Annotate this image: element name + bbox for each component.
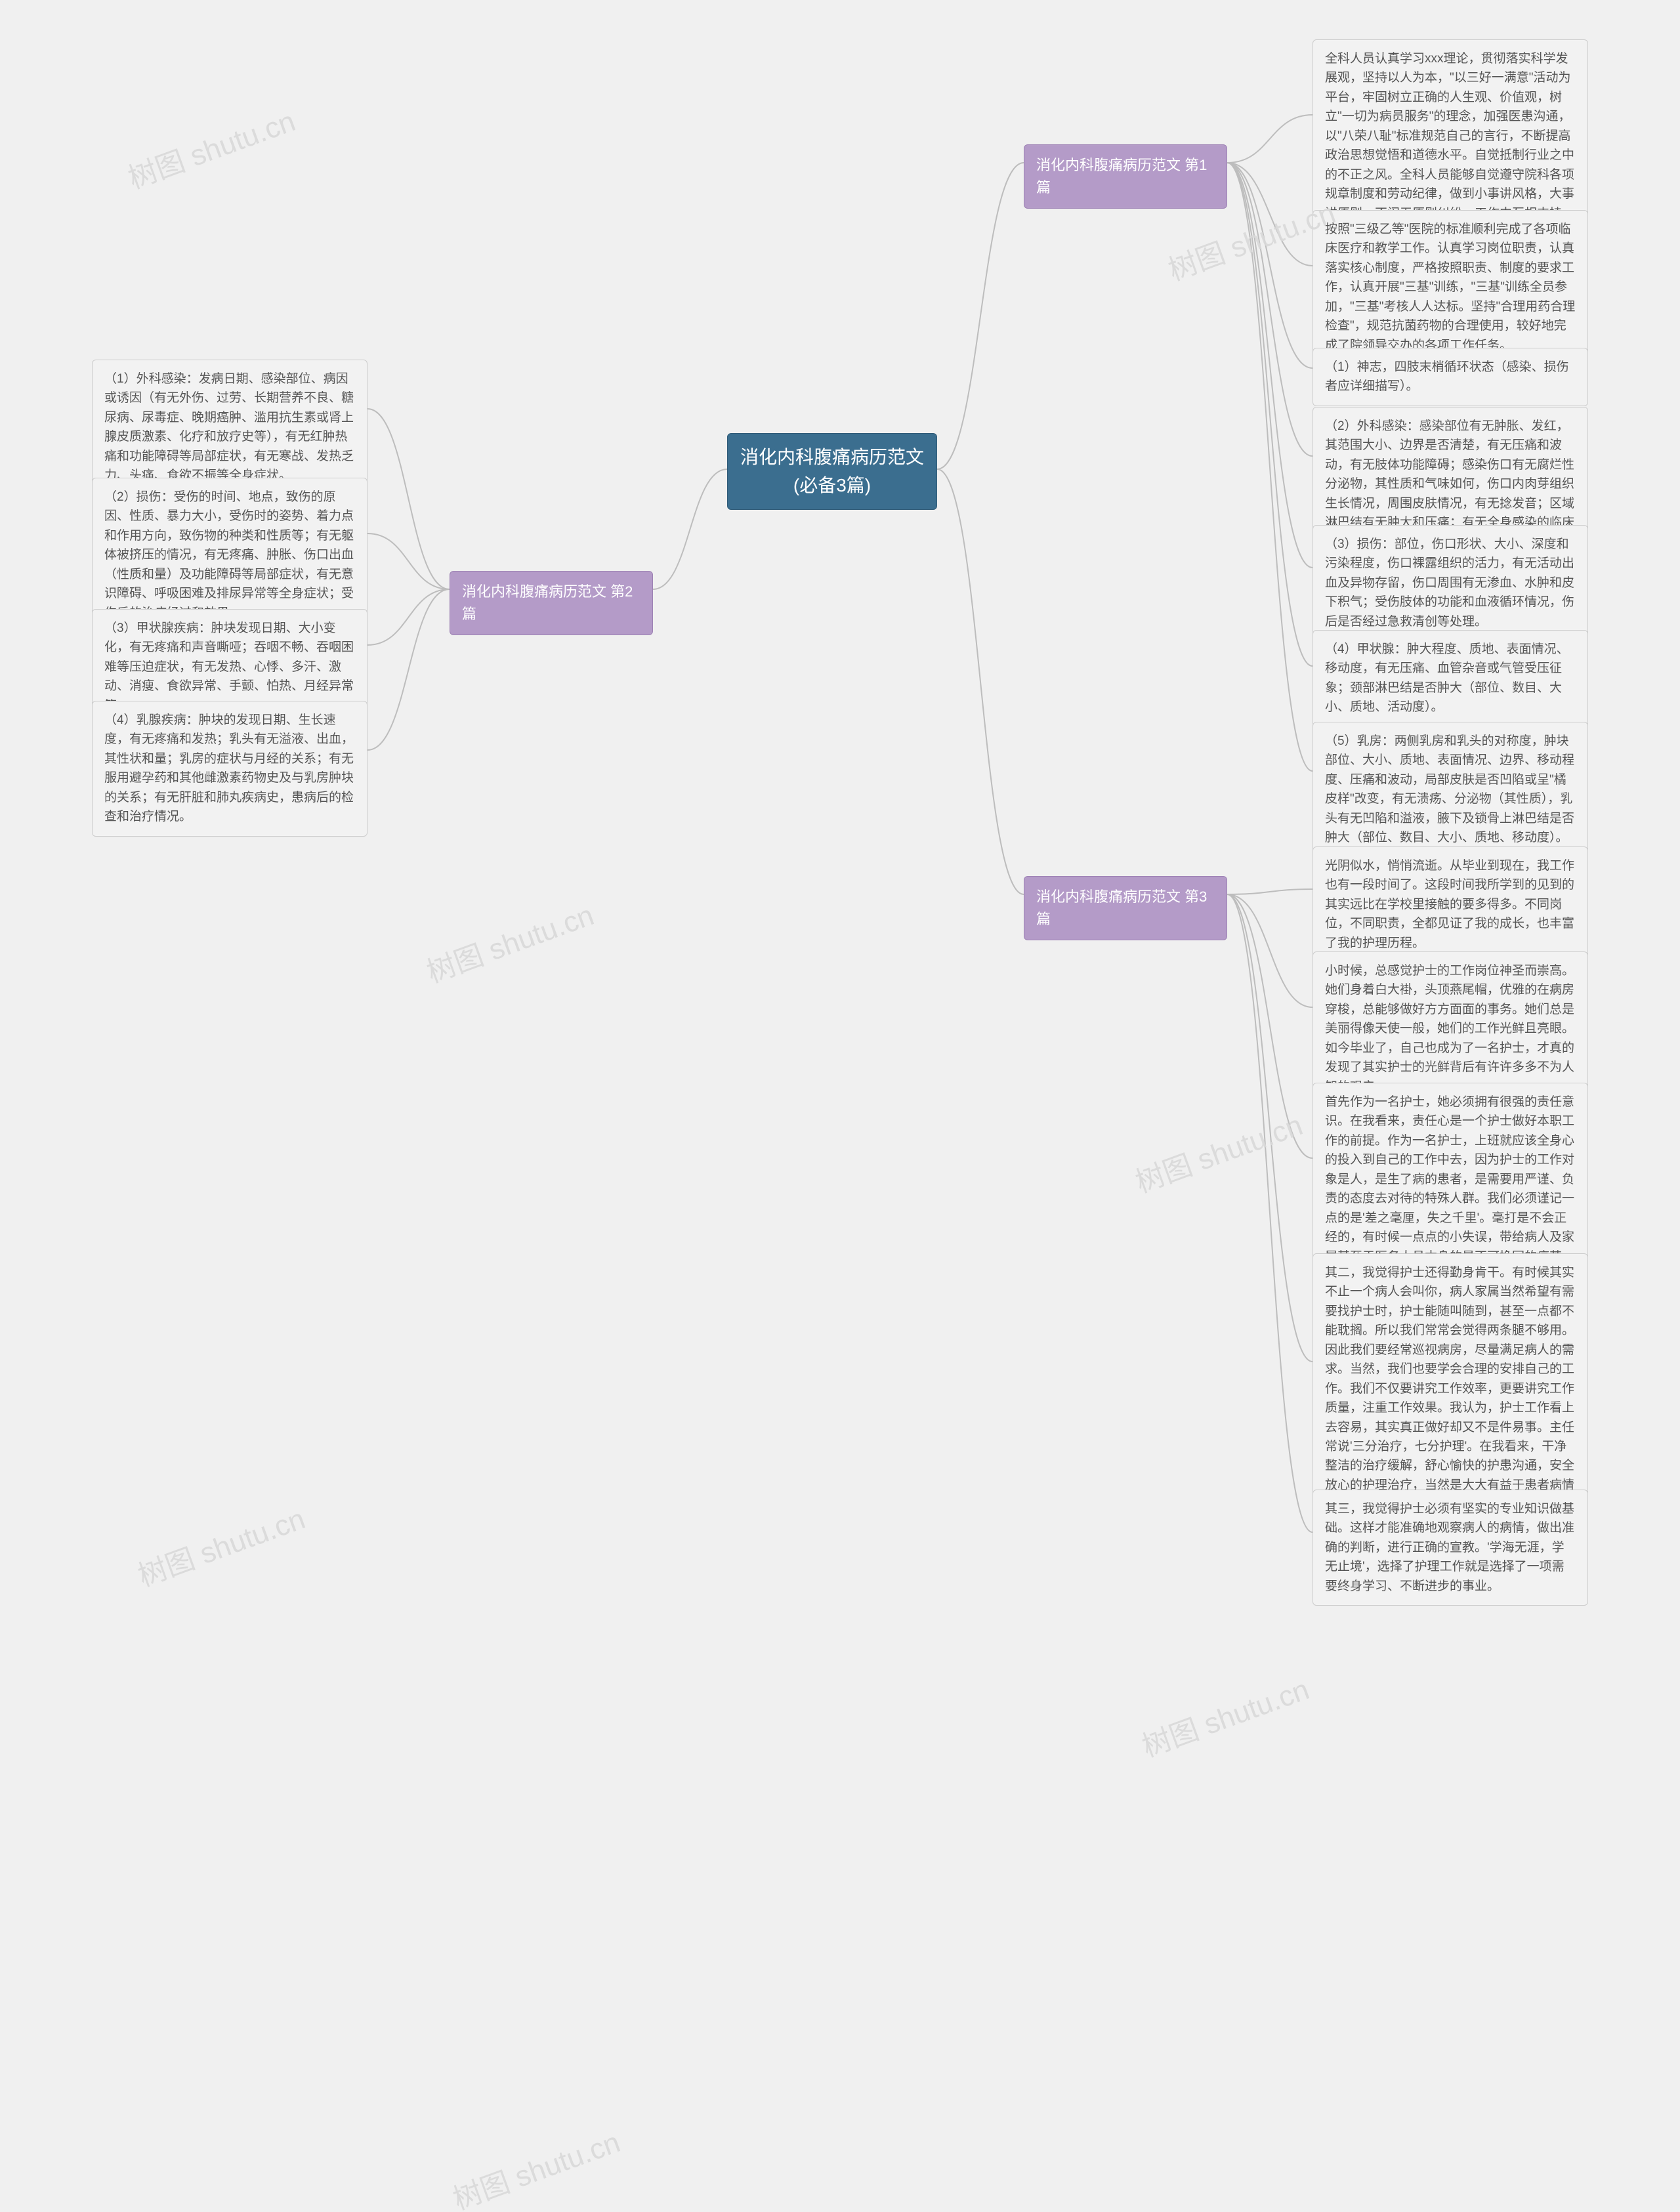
b3: 消化内科腹痛病历范文 第3篇 bbox=[1024, 876, 1227, 940]
b2: 消化内科腹痛病历范文 第2篇 bbox=[450, 571, 653, 635]
b1l6: （4）甲状腺：肿大程度、质地、表面情况、移动度，有无压痛、血管杂音或气管受压征象… bbox=[1312, 630, 1588, 727]
watermark-0: 树图 shutu.cn bbox=[121, 98, 300, 197]
watermark-2: 树图 shutu.cn bbox=[420, 892, 598, 991]
watermark-3: 树图 shutu.cn bbox=[1129, 1102, 1307, 1201]
b1: 消化内科腹痛病历范文 第1篇 bbox=[1024, 144, 1227, 209]
b2l4: （4）乳腺疾病：肿块的发现日期、生长速度，有无疼痛和发热；乳头有无溢液、出血，其… bbox=[92, 701, 368, 837]
b1l5: （3）损伤：部位，伤口形状、大小、深度和污染程度，伤口裸露组织的活力，有无活动出… bbox=[1312, 525, 1588, 641]
b3l3: 首先作为一名护士，她必须拥有很强的责任意识。在我看来，责任心是一个护士做好本职工… bbox=[1312, 1083, 1588, 1276]
watermark-5: 树图 shutu.cn bbox=[1135, 1666, 1314, 1765]
b1l7: （5）乳房：两侧乳房和乳头的对称度，肿块部位、大小、质地、表面情况、边界、移动程… bbox=[1312, 722, 1588, 858]
b3l5: 其三，我觉得护士必须有坚实的专业知识做基础。这样才能准确地观察病人的病情，做出准… bbox=[1312, 1490, 1588, 1606]
b1l3: （1）神志，四肢末梢循环状态（感染、损伤者应详细描写）。 bbox=[1312, 348, 1588, 406]
mindmap-canvas: 消化内科腹痛病历范文(必备3篇)消化内科腹痛病历范文 第1篇全科人员认真学习xx… bbox=[0, 0, 1680, 2212]
watermark-6: 树图 shutu.cn bbox=[446, 2119, 625, 2212]
b3l1: 光阴似水，悄悄流逝。从毕业到现在，我工作也有一段时间了。这段时间我所学到的见到的… bbox=[1312, 846, 1588, 963]
watermark-4: 树图 shutu.cn bbox=[131, 1495, 310, 1595]
b2l1: （1）外科感染：发病日期、感染部位、病因或诱因（有无外伤、过劳、长期营养不良、糖… bbox=[92, 360, 368, 495]
root-node: 消化内科腹痛病历范文(必备3篇) bbox=[727, 433, 937, 510]
b1l2: 按照"三级乙等"医院的标准顺利完成了各项临床医疗和教学工作。认真学习岗位职责，认… bbox=[1312, 210, 1588, 365]
